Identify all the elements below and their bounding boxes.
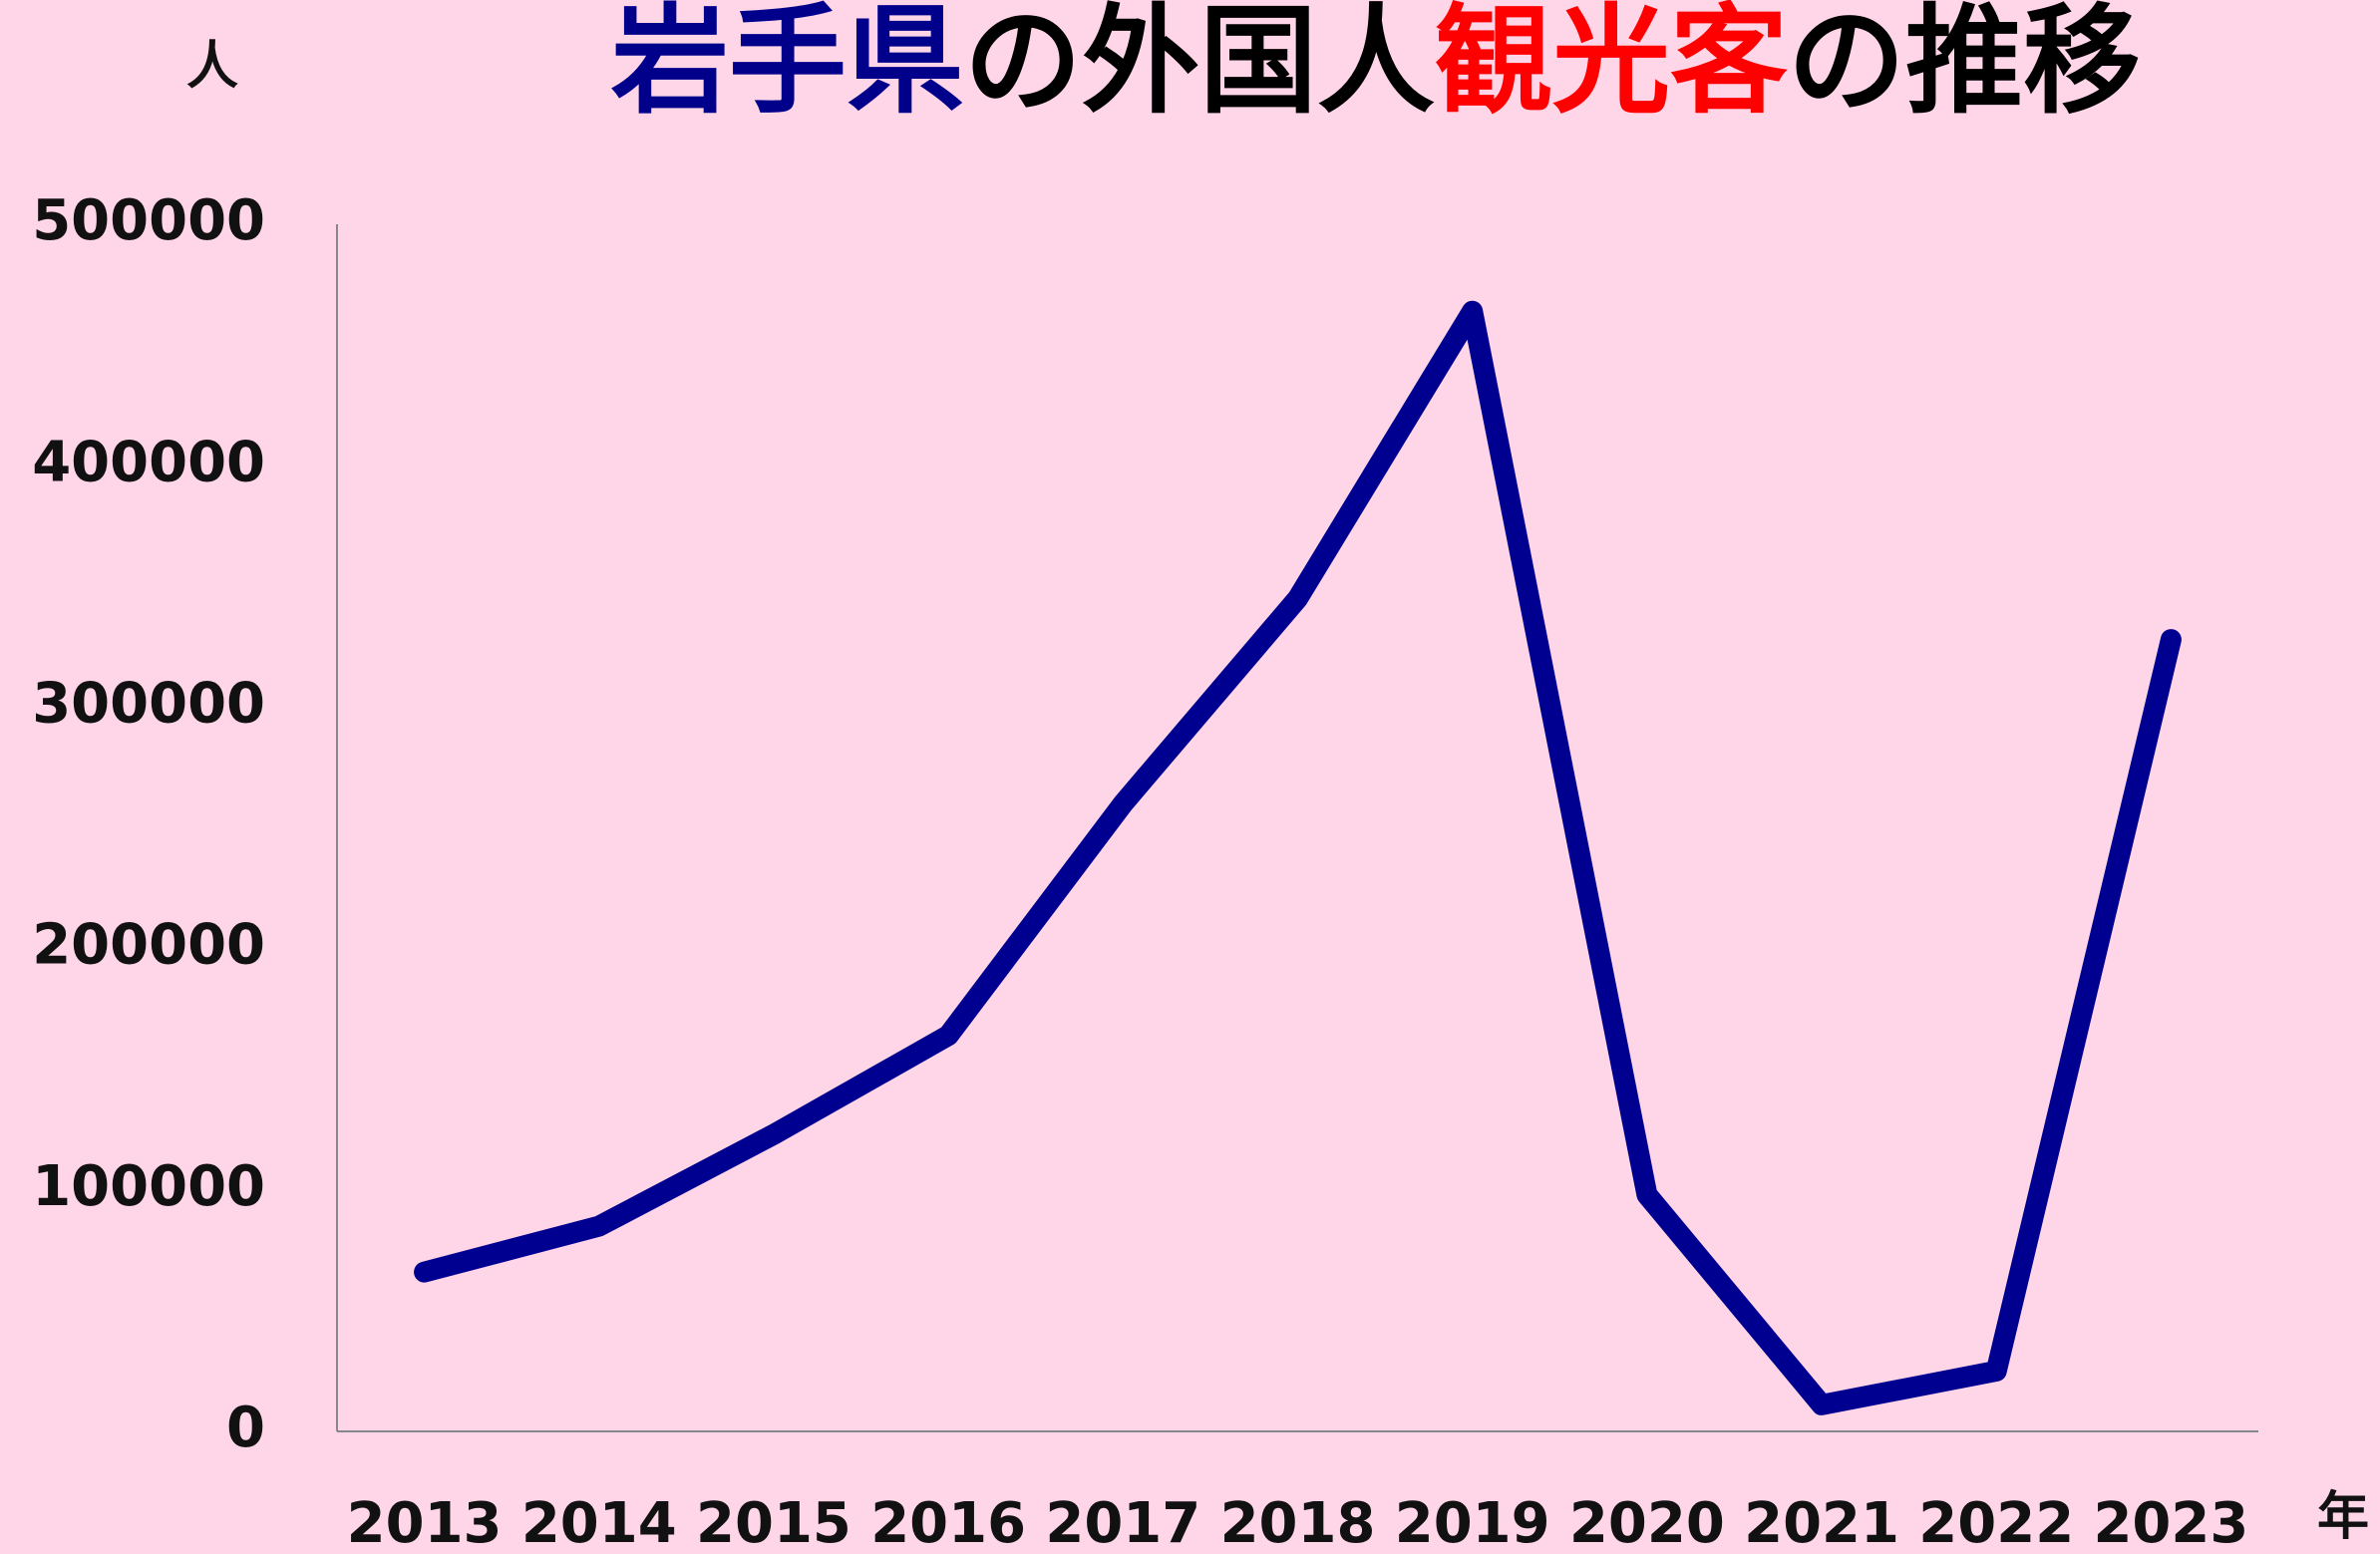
y-tick-label: 300000 <box>32 672 265 737</box>
x-tick-label: 2016 <box>870 1491 1026 1554</box>
x-tick-label: 2022 <box>1918 1491 2074 1554</box>
y-tick-label: 0 <box>226 1396 265 1460</box>
y-tick-label: 200000 <box>32 913 265 978</box>
title-segment: 岩手県 <box>611 0 964 130</box>
title-segment: の外国人 <box>964 0 1435 130</box>
x-tick-label: 2015 <box>696 1491 851 1554</box>
y-axis-unit: 人 <box>186 37 238 97</box>
y-tick-label: 500000 <box>32 188 265 253</box>
x-tick-label: 2021 <box>1744 1491 1899 1554</box>
y-tick-label: 400000 <box>32 430 265 494</box>
x-tick-label: 2014 <box>521 1491 677 1554</box>
x-tick-label: 2023 <box>2093 1491 2248 1554</box>
chart-title: 岩手県の外国人観光客の推移 <box>611 0 2141 130</box>
x-tick-label: 2013 <box>347 1491 503 1554</box>
title-segment: 観光客 <box>1435 0 1788 130</box>
data-line <box>414 300 2182 1415</box>
x-tick-label: 2019 <box>1395 1491 1550 1554</box>
x-axis-unit: 年 <box>2317 1487 2369 1547</box>
x-tick-label: 2018 <box>1220 1491 1376 1554</box>
title-segment: の推移 <box>1788 0 2141 130</box>
y-tick-label: 100000 <box>32 1154 265 1219</box>
x-tick-label: 2017 <box>1045 1491 1200 1554</box>
x-tick-label: 2020 <box>1569 1491 1725 1554</box>
